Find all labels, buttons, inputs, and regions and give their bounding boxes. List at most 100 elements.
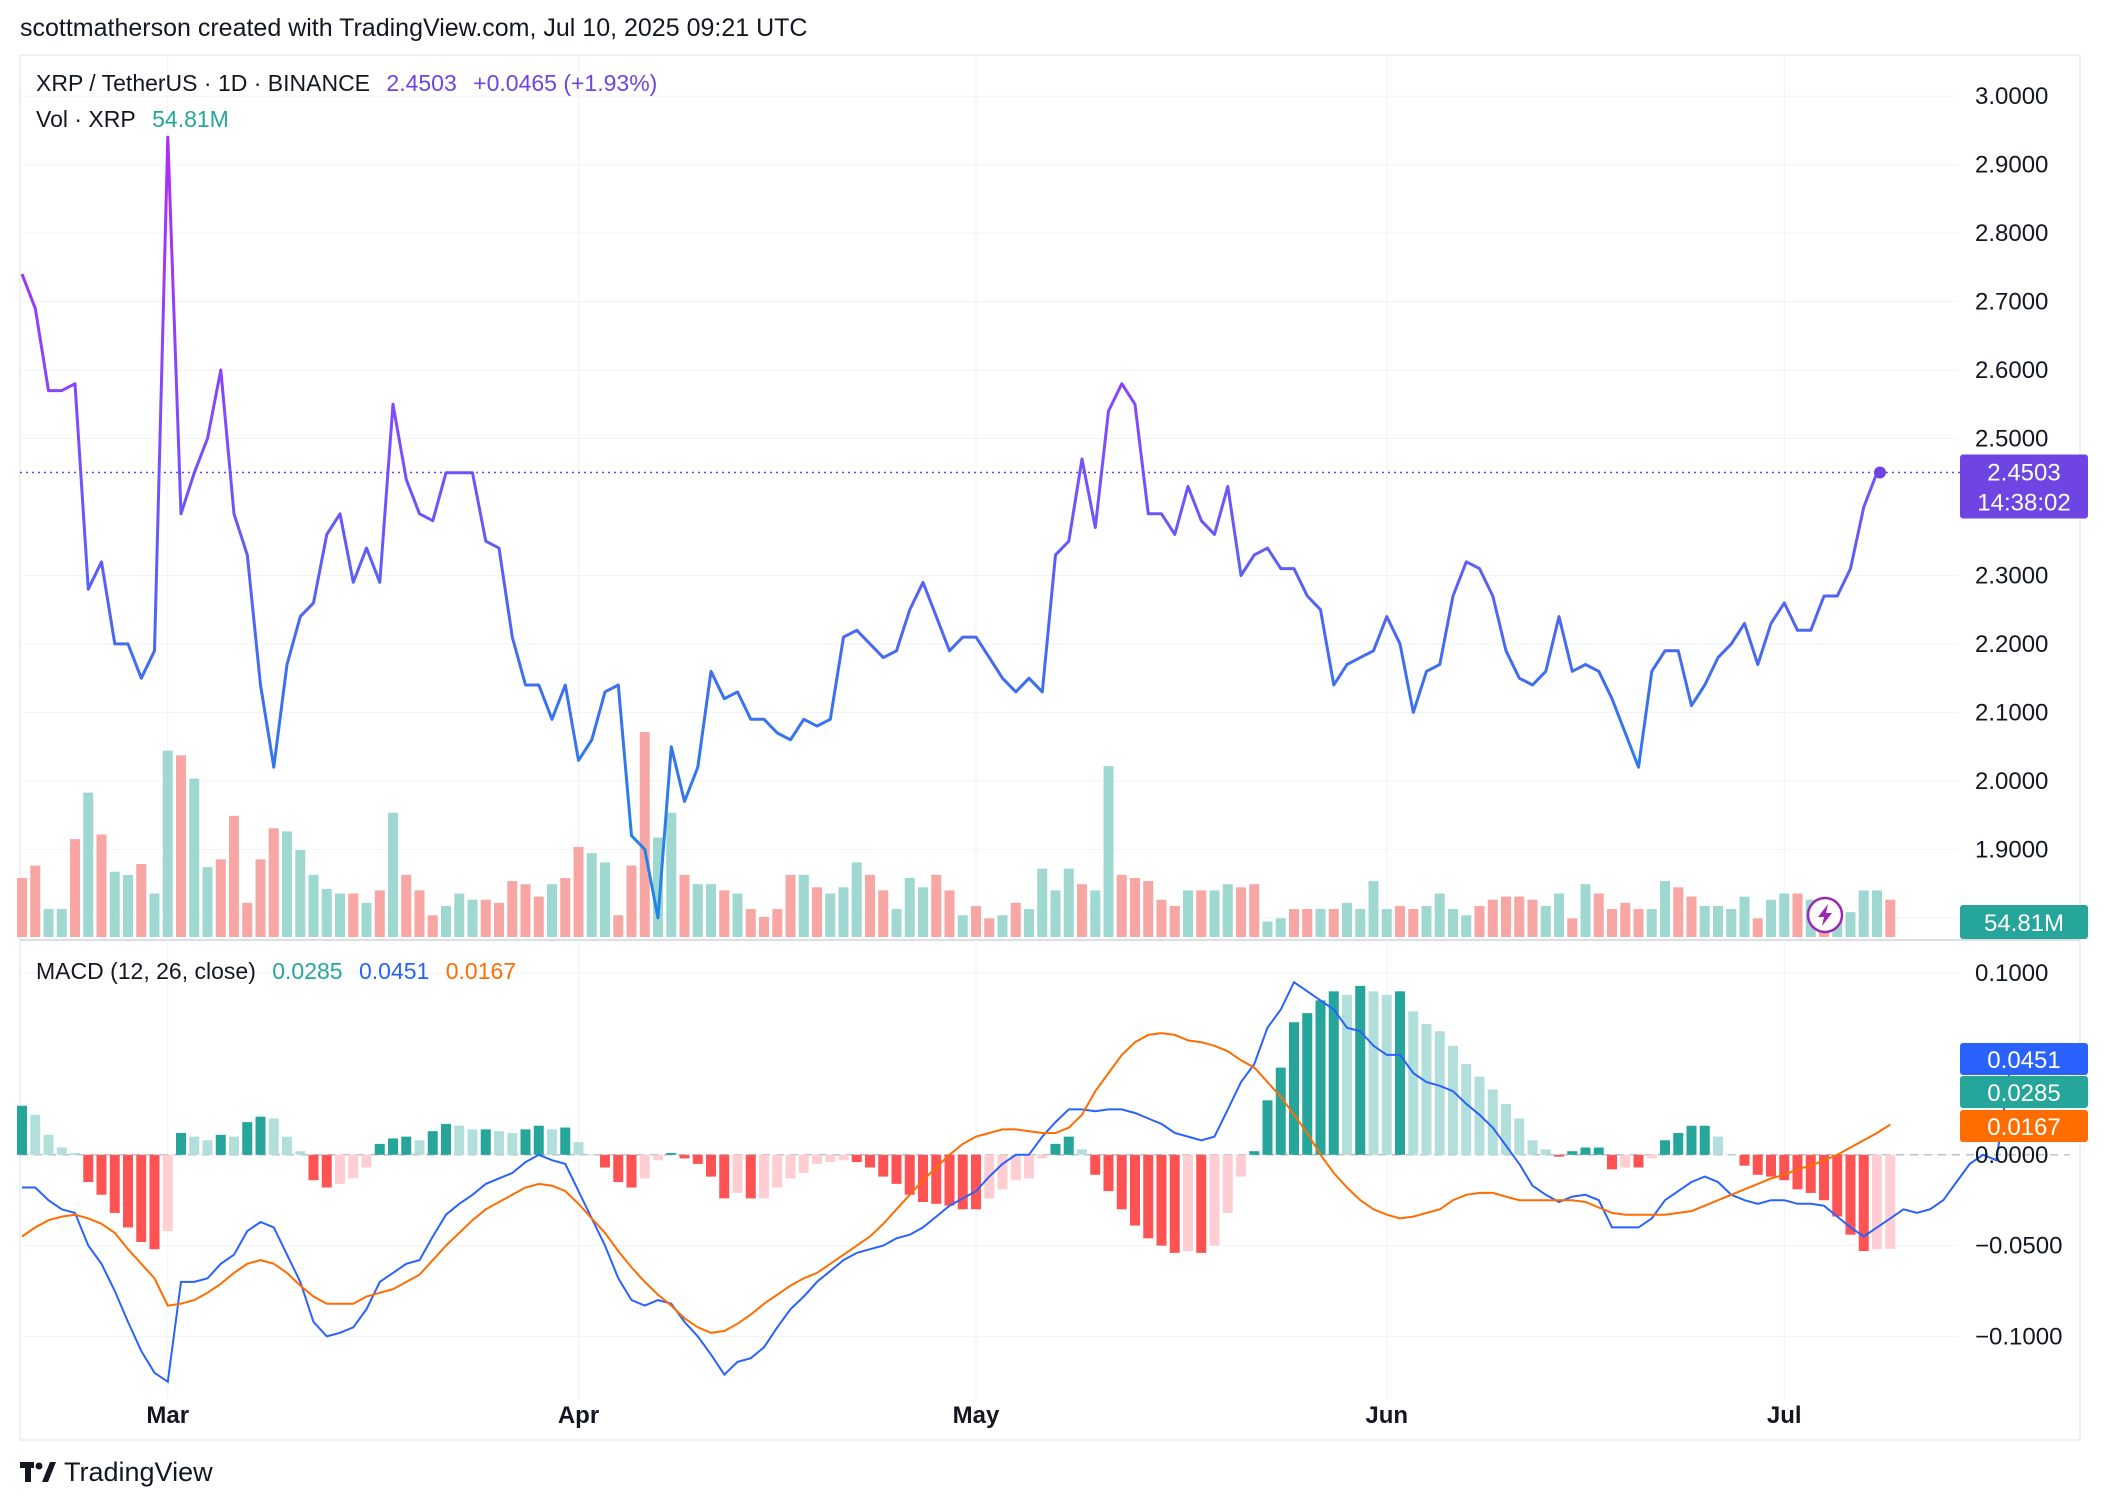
macd-label[interactable]: MACD (12, 26, close) (36, 958, 256, 984)
macd-hist-bar (666, 1152, 677, 1155)
macd-hist-bar (1673, 1133, 1684, 1155)
macd-hist-bar (427, 1131, 438, 1155)
volume-bar (918, 887, 928, 937)
price-tick-label: 2.6000 (1975, 357, 2048, 384)
volume-bar (1103, 766, 1114, 937)
macd-hist-bar (1222, 1154, 1233, 1213)
macd-hist-bar (202, 1140, 213, 1155)
price-tick-label: 2.7000 (1975, 289, 2048, 316)
macd-signal-series (21, 1032, 1891, 1334)
volume-bar (96, 834, 107, 937)
macd-lines (21, 980, 2011, 1384)
macd-hist-bar (759, 1154, 769, 1199)
macd-line-series (22, 980, 2011, 1384)
price-tick-label: 2.3000 (1975, 562, 2048, 589)
price-series (20, 135, 1879, 920)
price-tick-label: 2.8000 (1975, 220, 2048, 247)
macd-hist-bar (1395, 991, 1405, 1155)
macd-hist-bar (745, 1154, 756, 1199)
macd-hist-bar (600, 1154, 610, 1168)
macd-hist-bar (1805, 1154, 1816, 1193)
macd-hist-bar (1024, 1154, 1034, 1179)
macd-hist-bar (189, 1136, 200, 1155)
macd-hist-bar (1342, 994, 1352, 1155)
macd-hist-bar (242, 1122, 253, 1155)
macd-tick-label: 0.0000 (1975, 1142, 2048, 1169)
macd-hist-bar (480, 1129, 491, 1155)
macd-hist-bar (838, 1154, 849, 1161)
macd-hist-bar (162, 1154, 173, 1232)
volume-label[interactable]: Vol · XRP (36, 106, 136, 132)
macd-hist-bar (613, 1154, 624, 1183)
macd-hist-bar (1077, 1149, 1087, 1155)
macd-hist-bar (1355, 985, 1366, 1155)
volume-bar (335, 893, 345, 937)
macd-hist-bar (83, 1154, 94, 1183)
volume-bar (1540, 905, 1551, 937)
volume-bar (1434, 893, 1445, 937)
volume-bar (242, 902, 253, 937)
volume-bar (851, 862, 862, 937)
volume-bar (1779, 893, 1790, 937)
macd-tick-label: −0.1000 (1975, 1323, 2062, 1350)
macd-hist-bar (30, 1114, 41, 1155)
volume-bar (1156, 899, 1167, 937)
volume-bar (123, 874, 133, 937)
volume-value: 54.81M (152, 106, 229, 132)
macd-signal-value: 0.0167 (445, 958, 517, 984)
volume-bar (149, 893, 160, 937)
macd-hist-bar (1249, 1151, 1260, 1155)
volume-bar (1514, 896, 1525, 937)
macd-hist-bar (1819, 1154, 1829, 1201)
macd-hist-bar (335, 1154, 345, 1184)
volume-bar (1249, 884, 1260, 937)
tradingview-footer[interactable]: TradingView (20, 1457, 213, 1488)
volume-bar (1196, 890, 1207, 937)
macd-hist-bar (944, 1154, 955, 1206)
volume-bar (1024, 909, 1034, 937)
macd-hist-bar (388, 1138, 398, 1155)
volume-bar (600, 862, 610, 937)
tradingview-brand: TradingView (64, 1457, 213, 1487)
last-price-tag (1960, 454, 2088, 519)
volume-bar (745, 909, 756, 937)
macd-hist-bar (1381, 994, 1392, 1155)
macd-hist-bar (149, 1154, 160, 1250)
macd-hist-bar (891, 1154, 902, 1184)
volume-bar (494, 902, 504, 937)
volume-bar (1315, 909, 1326, 937)
macd-hist-bar (1845, 1154, 1856, 1235)
volume-bar (176, 755, 186, 937)
volume-bar (374, 890, 385, 937)
macd-hist-bar (1090, 1154, 1101, 1175)
macd-hist-bar (1792, 1154, 1803, 1190)
macd-hist-bar (719, 1154, 730, 1199)
chart-frame (19, 54, 2081, 1441)
macd-hist-bar (441, 1123, 451, 1155)
symbol-label[interactable]: XRP / TetherUS · 1D · BINANCE (36, 70, 371, 96)
volume-bar (215, 859, 226, 937)
volume-bar (348, 893, 359, 937)
macd-hist-bar (1262, 1100, 1273, 1155)
price-tick-label: 3.0000 (1975, 83, 2048, 110)
volume-bar (772, 909, 783, 937)
macd-hist-bar (1130, 1154, 1140, 1226)
macd-hist-bar (507, 1133, 518, 1155)
volume-bar (1063, 868, 1074, 937)
volume-bar (189, 778, 200, 937)
volume-bar (706, 884, 716, 937)
macd-hist-tag-text: 0.0285 (1987, 1080, 2060, 1107)
macd-hist-bar (878, 1154, 889, 1177)
volume-tag (1960, 905, 2088, 939)
macd-hist-bar (1699, 1125, 1710, 1155)
macd-hist-bar (1514, 1118, 1525, 1155)
volume-bar (971, 905, 981, 937)
volume-bar (467, 899, 478, 937)
volume-bar (838, 887, 849, 937)
macd-hist-bar (1633, 1154, 1644, 1168)
volume-bar (891, 909, 902, 937)
volume-bar (1527, 899, 1538, 937)
macd-hist-bar (308, 1154, 319, 1181)
volume-bar (1275, 918, 1286, 937)
